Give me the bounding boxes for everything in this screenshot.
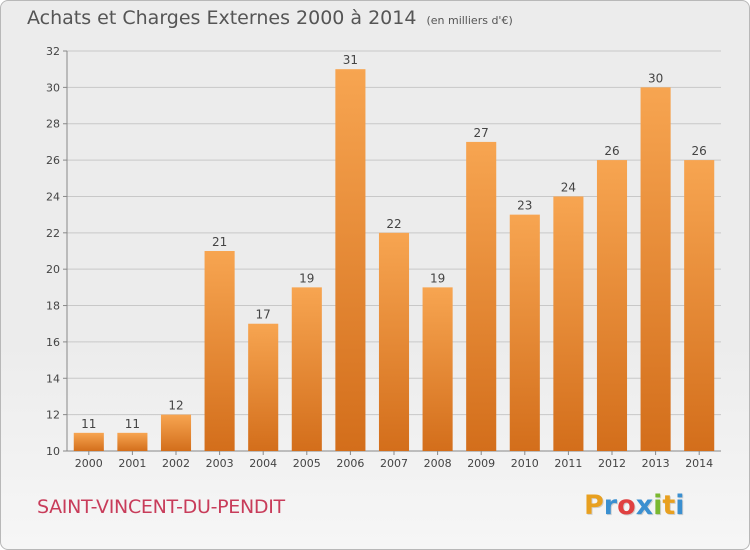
bar <box>422 287 453 451</box>
bar-value-label: 17 <box>256 308 271 322</box>
x-tick-label: 2009 <box>467 457 495 470</box>
x-tick-label: 2005 <box>293 457 321 470</box>
bar-value-label: 11 <box>81 417 96 431</box>
bar <box>117 432 148 451</box>
y-tick-label: 18 <box>46 300 60 313</box>
y-tick-label: 32 <box>46 45 60 58</box>
bar <box>596 160 628 451</box>
bar-value-label: 24 <box>561 180 576 194</box>
city-name: SAINT-VINCENT-DU-PENDIT <box>37 496 285 518</box>
y-tick-label: 26 <box>46 154 60 167</box>
y-tick-label: 16 <box>46 336 60 349</box>
bar <box>553 196 584 451</box>
y-tick-label: 10 <box>46 445 60 458</box>
bar <box>73 432 104 451</box>
bar-value-label: 12 <box>168 399 183 413</box>
y-tick-label: 14 <box>46 372 60 385</box>
x-tick-label: 2006 <box>336 457 364 470</box>
y-tick-label: 30 <box>46 81 60 94</box>
y-tick-label: 12 <box>46 409 60 422</box>
bar-value-label: 23 <box>517 199 532 213</box>
bar-value-label: 21 <box>212 235 227 249</box>
bar <box>509 214 540 451</box>
logo-letter: P <box>584 490 604 521</box>
bar-value-label: 19 <box>299 271 314 285</box>
bar-value-label: 19 <box>430 271 445 285</box>
bar-value-label: 30 <box>648 71 663 85</box>
logo-letter: i <box>675 490 685 521</box>
bar-value-label: 26 <box>604 144 619 158</box>
x-tick-label: 2008 <box>424 457 452 470</box>
logo-letter: r <box>603 490 618 521</box>
logo-letter: t <box>662 490 676 521</box>
bar <box>248 323 279 451</box>
bar-value-label: 22 <box>386 217 401 231</box>
logo-letter: i <box>653 490 663 521</box>
x-tick-label: 2000 <box>75 457 103 470</box>
bar <box>378 232 410 451</box>
y-tick-label: 22 <box>46 227 60 240</box>
bar <box>204 251 235 451</box>
bar <box>466 141 497 451</box>
x-tick-label: 2010 <box>511 457 539 470</box>
bar-value-label: 26 <box>692 144 707 158</box>
bar <box>291 287 322 451</box>
x-tick-label: 2003 <box>206 457 234 470</box>
x-tick-label: 2001 <box>118 457 146 470</box>
proxiti-logo[interactable]: Proxiti <box>584 490 685 521</box>
y-tick-label: 28 <box>46 118 60 131</box>
x-tick-label: 2002 <box>162 457 190 470</box>
bar <box>160 414 192 451</box>
logo-letter: x <box>635 490 654 521</box>
bar <box>335 69 366 451</box>
unit-note: (en milliers d'€) <box>426 14 513 27</box>
x-tick-label: 2013 <box>642 457 670 470</box>
y-tick-label: 20 <box>46 263 60 276</box>
title-text: Achats et Charges Externes 2000 à 2014 <box>27 7 417 29</box>
x-tick-label: 2004 <box>249 457 277 470</box>
bar-value-label: 31 <box>343 53 358 67</box>
y-tick-label: 24 <box>46 190 60 203</box>
x-tick-label: 2011 <box>554 457 582 470</box>
x-tick-label: 2014 <box>685 457 713 470</box>
bar-value-label: 11 <box>125 417 140 431</box>
bar <box>640 87 671 451</box>
bar <box>684 160 715 451</box>
x-tick-label: 2012 <box>598 457 626 470</box>
chart-title: Achats et Charges Externes 2000 à 2014 (e… <box>27 7 513 29</box>
x-tick-label: 2007 <box>380 457 408 470</box>
bar-value-label: 27 <box>474 126 489 140</box>
logo-letter: o <box>617 490 636 521</box>
